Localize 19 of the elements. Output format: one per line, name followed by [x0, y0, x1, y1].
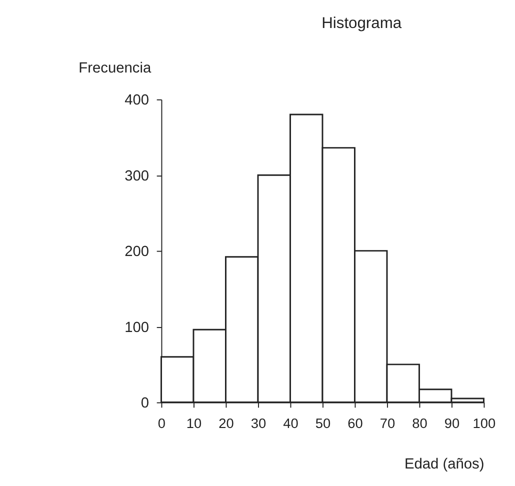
- chart-title: Histograma: [322, 15, 402, 32]
- y-tick-label: 100: [124, 320, 150, 336]
- x-tick-label: 90: [444, 416, 460, 432]
- x-tick-label: 60: [348, 416, 364, 432]
- y-tick-label: 300: [124, 168, 150, 184]
- y-tick-label: 200: [124, 244, 150, 260]
- x-tick-label: 70: [380, 416, 396, 432]
- x-axis-title: Edad (años): [404, 456, 484, 472]
- x-tick-label: 0: [158, 416, 166, 432]
- x-tick-label: 50: [315, 416, 331, 432]
- x-tick-label: 100: [472, 416, 496, 432]
- x-tick-label: 40: [283, 416, 299, 432]
- x-tick-label: 20: [218, 416, 234, 432]
- y-axis-title: Frecuencia: [78, 60, 152, 76]
- y-tick-label: 400: [124, 92, 150, 109]
- x-tick-label: 10: [186, 416, 202, 432]
- x-tick-label: 80: [412, 416, 428, 432]
- y-tick-label: 0: [140, 396, 150, 412]
- x-tick-label: 30: [250, 416, 266, 432]
